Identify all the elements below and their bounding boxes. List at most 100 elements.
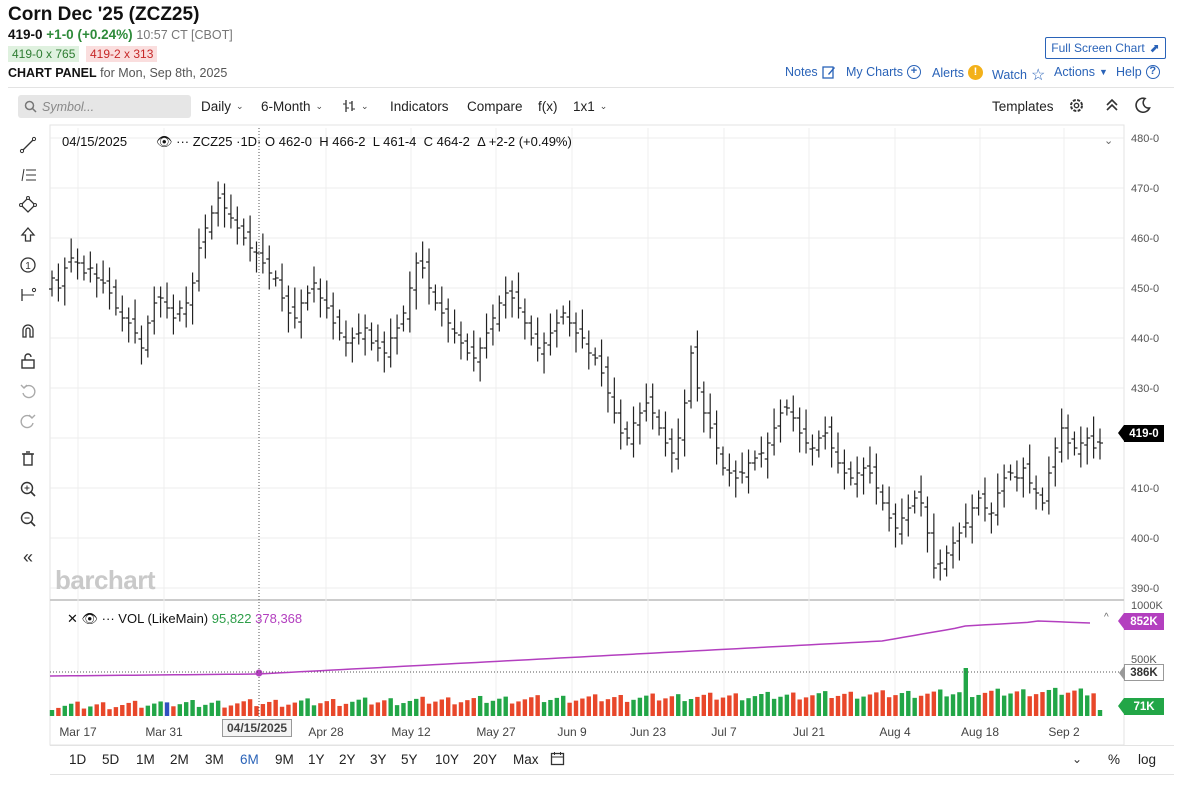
shapes-tool-icon[interactable] [17, 194, 39, 216]
alerts-label: Alerts [932, 65, 964, 80]
period-dropdown[interactable]: 6-Month ⌄ [261, 99, 323, 114]
templates-button[interactable]: Templates [992, 99, 1054, 114]
close-pane-icon[interactable]: ✕ [67, 611, 78, 626]
ohlc-bar [496, 295, 503, 332]
ohlc-bar [975, 490, 982, 516]
ohlc-bar [528, 315, 535, 346]
volume-bar [976, 694, 981, 716]
chart-type-dropdown[interactable]: ⌄ [342, 99, 369, 113]
ohlc-bar [988, 502, 995, 534]
function-button[interactable]: f(x) [538, 99, 558, 114]
ohlc-bar [643, 383, 650, 422]
volume-bar [88, 706, 93, 716]
trash-icon[interactable] [17, 448, 39, 470]
dark-mode-moon-icon[interactable] [1135, 97, 1151, 113]
pane-collapse-chevron-icon[interactable]: ^ [1104, 612, 1109, 623]
symbol-search-input[interactable]: Symbol... [18, 95, 191, 118]
range-button-1y[interactable]: 1Y [308, 752, 325, 767]
ohlc-bar [183, 286, 190, 328]
range-button-6m[interactable]: 6M [240, 752, 259, 767]
collapse-toolbar-icon[interactable]: « [22, 546, 33, 567]
price-axis-label: 480-0 [1131, 133, 1159, 145]
date-axis-label: May 27 [476, 725, 516, 739]
help-link[interactable]: Help ? [1116, 65, 1160, 79]
volume-bar [1091, 693, 1096, 716]
ohlc-bar [898, 498, 905, 545]
price-axis-label: 400-0 [1131, 533, 1159, 545]
volume-bar [509, 703, 515, 716]
volume-bar [982, 692, 988, 716]
range-button-3m[interactable]: 3M [205, 752, 224, 767]
range-button-5d[interactable]: 5D [102, 752, 120, 767]
undo-icon[interactable] [17, 380, 39, 402]
notes-link[interactable]: Notes [785, 65, 836, 79]
quote-row: 419-0 +1-0 (+0.24%) 10:57 CT [CBOT] [8, 27, 233, 42]
number-marker-tool-icon[interactable]: 1 [17, 254, 39, 276]
layout-dropdown[interactable]: 1x1 ⌄ [573, 99, 607, 114]
volume-bar [235, 703, 240, 716]
calendar-icon[interactable] [550, 751, 565, 771]
ohlc-bar [745, 449, 752, 494]
settings-gear-icon[interactable] [1068, 97, 1085, 114]
chart-grid: 480-0470-0460-0450-0440-0430-0420-0410-0… [49, 124, 1163, 746]
redo-icon[interactable] [17, 410, 39, 432]
more-dots-icon[interactable]: ··· [176, 134, 190, 149]
indicators-button[interactable]: Indicators [390, 99, 449, 114]
range-button-1d[interactable]: 1D [69, 752, 87, 767]
volume-value: 95,822 [211, 611, 252, 626]
volume-bar [1053, 687, 1058, 716]
fib-lines-tool-icon[interactable] [17, 164, 39, 186]
log-scale-toggle[interactable]: log [1138, 752, 1157, 767]
alerts-link[interactable]: Alerts ! [932, 65, 983, 80]
volume-bar [388, 698, 393, 716]
bid-badge: 419-0 x 765 [8, 46, 80, 62]
unlock-icon[interactable] [17, 350, 39, 372]
ohlc-bar [534, 317, 541, 362]
volume-bar [203, 704, 208, 716]
date-axis-label: Jun 9 [557, 725, 587, 739]
zoom-in-icon[interactable] [17, 478, 39, 500]
volume-bar [139, 707, 144, 716]
ohlc-bar [355, 313, 362, 345]
full-screen-chart-button[interactable]: Full Screen Chart ⬈ [1045, 37, 1166, 59]
legend-collapse-chevron-icon[interactable]: ⌄ [1104, 135, 1114, 147]
eye-icon[interactable]: 👁 [81, 611, 99, 626]
watch-link[interactable]: Watch ☆ [992, 65, 1045, 85]
range-button-max[interactable]: Max [513, 752, 539, 767]
my-charts-link[interactable]: My Charts + [846, 65, 921, 79]
ohlc-bar [630, 406, 637, 458]
actions-menu[interactable]: Actions ▼ [1054, 65, 1108, 79]
volume-bar [707, 692, 713, 716]
arrow-up-tool-icon[interactable] [17, 224, 39, 246]
more-dots-icon[interactable]: ··· [101, 611, 115, 626]
range-button-20y[interactable]: 20Y [473, 752, 498, 767]
compare-button[interactable]: Compare [467, 99, 523, 114]
volume-bar [561, 695, 566, 716]
volume-bar [554, 697, 560, 716]
trendline-tool-icon[interactable] [17, 134, 39, 156]
range-button-3y[interactable]: 3Y [370, 752, 387, 767]
range-button-9m[interactable]: 9M [275, 752, 294, 767]
ohlc-bar [847, 461, 854, 486]
magnet-icon[interactable] [17, 320, 39, 342]
ohlc-bar [924, 496, 931, 553]
volume-bar [784, 694, 790, 716]
range-button-1m[interactable]: 1M [136, 752, 155, 767]
range-button-2y[interactable]: 2Y [339, 752, 356, 767]
range-button-2m[interactable]: 2M [170, 752, 189, 767]
percent-scale-toggle[interactable]: % [1108, 752, 1121, 767]
ohlc-bar [1045, 456, 1052, 515]
collapse-up-icon[interactable] [1105, 97, 1119, 113]
range-button-5y[interactable]: 5Y [401, 752, 418, 767]
range-button-10y[interactable]: 10Y [435, 752, 460, 767]
zoom-out-icon[interactable] [17, 508, 39, 530]
eye-icon[interactable]: 👁 [155, 134, 173, 149]
volume-bar [445, 697, 451, 716]
interval-dropdown[interactable]: Daily ⌄ [201, 99, 244, 114]
volume-bar [899, 693, 905, 716]
last-price: 419-0 [8, 27, 43, 42]
measure-tool-icon[interactable] [17, 284, 39, 306]
range-chevron-down-icon[interactable]: ⌄ [1072, 752, 1083, 766]
volume-bar [631, 699, 636, 716]
